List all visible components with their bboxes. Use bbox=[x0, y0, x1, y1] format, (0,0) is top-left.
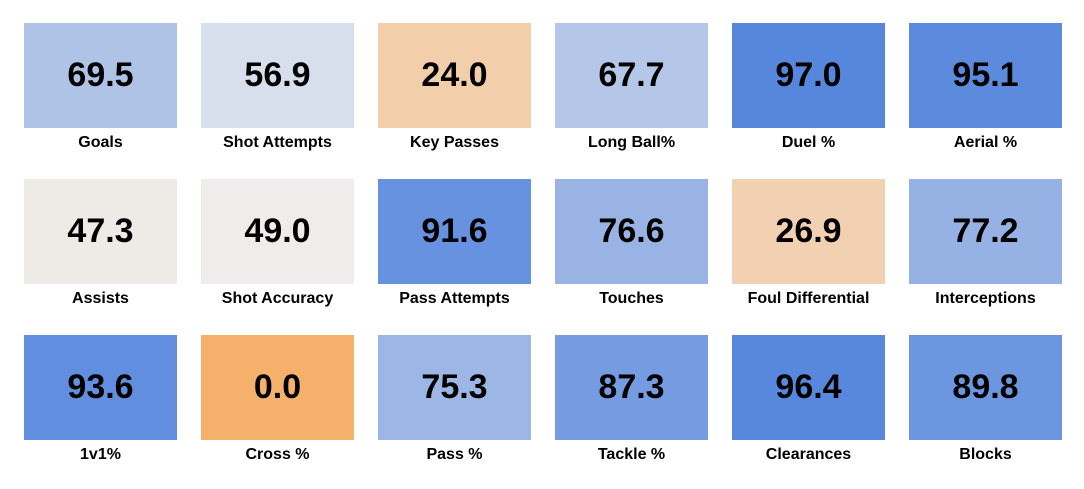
stat-tile-foul-differential: 26.9 Foul Differential bbox=[732, 179, 885, 308]
stat-tile-key-passes: 24.0 Key Passes bbox=[378, 23, 531, 152]
stat-tile-touches: 76.6 Touches bbox=[555, 179, 708, 308]
stat-label: Key Passes bbox=[410, 134, 499, 151]
stat-value: 67.7 bbox=[598, 56, 665, 94]
stat-tile-box: 56.9 bbox=[201, 23, 354, 128]
stat-tile-interceptions: 77.2 Interceptions bbox=[909, 179, 1062, 308]
stat-value: 97.0 bbox=[775, 56, 842, 94]
stat-value: 77.2 bbox=[952, 212, 1019, 250]
stat-value: 0.0 bbox=[253, 368, 302, 406]
stat-tile-tackle: 87.3 Tackle % bbox=[555, 335, 708, 464]
stat-tile-long-ball: 67.7 Long Ball% bbox=[555, 23, 708, 152]
stat-value: 89.8 bbox=[952, 368, 1019, 406]
stat-tile-duel: 97.0 Duel % bbox=[732, 23, 885, 152]
stat-tile-box: 47.3 bbox=[24, 179, 177, 284]
stat-value: 24.0 bbox=[421, 56, 488, 94]
stat-label: Assists bbox=[72, 290, 129, 307]
stat-value: 91.6 bbox=[421, 212, 488, 250]
stat-value: 95.1 bbox=[952, 56, 1019, 94]
stat-tile-box: 93.6 bbox=[24, 335, 177, 440]
stat-tile-cross: 0.0 Cross % bbox=[201, 335, 354, 464]
stat-tile-box: 91.6 bbox=[378, 179, 531, 284]
stat-label: Tackle % bbox=[597, 446, 666, 463]
stat-tile-clearances: 96.4 Clearances bbox=[732, 335, 885, 464]
stat-label: Goals bbox=[78, 134, 123, 151]
stat-tile-box: 24.0 bbox=[378, 23, 531, 128]
stat-tile-box: 97.0 bbox=[732, 23, 885, 128]
stat-label: Touches bbox=[599, 290, 664, 307]
stat-tile-box: 77.2 bbox=[909, 179, 1062, 284]
stat-tile-box: 89.8 bbox=[909, 335, 1062, 440]
stat-tile-goals: 69.5 Goals bbox=[24, 23, 177, 152]
stat-label: Interceptions bbox=[935, 290, 1036, 307]
stat-tile-box: 67.7 bbox=[555, 23, 708, 128]
stat-tile-box: 0.0 bbox=[201, 335, 354, 440]
stat-label: Aerial % bbox=[953, 134, 1018, 151]
stat-tile-blocks: 89.8 Blocks bbox=[909, 335, 1062, 464]
stat-value: 87.3 bbox=[598, 368, 665, 406]
stat-tile-pass: 75.3 Pass % bbox=[378, 335, 531, 464]
stat-value: 56.9 bbox=[244, 56, 311, 94]
stat-tile-assists: 47.3 Assists bbox=[24, 179, 177, 308]
stat-tile-box: 75.3 bbox=[378, 335, 531, 440]
stat-tile-shot-accuracy: 49.0 Shot Accuracy bbox=[201, 179, 354, 308]
stat-value: 96.4 bbox=[775, 368, 842, 406]
stat-value: 69.5 bbox=[67, 56, 134, 94]
stat-value: 47.3 bbox=[67, 212, 134, 250]
stat-label: Shot Attempts bbox=[223, 134, 332, 151]
stat-value: 93.6 bbox=[67, 368, 134, 406]
stat-tile-box: 96.4 bbox=[732, 335, 885, 440]
stat-value: 75.3 bbox=[421, 368, 488, 406]
stat-label: Shot Accuracy bbox=[221, 290, 334, 307]
stat-tile-box: 95.1 bbox=[909, 23, 1062, 128]
stat-tile-box: 26.9 bbox=[732, 179, 885, 284]
stat-label: Cross % bbox=[245, 446, 310, 463]
stat-tile-aerial: 95.1 Aerial % bbox=[909, 23, 1062, 152]
stat-value: 26.9 bbox=[775, 212, 842, 250]
stat-value: 76.6 bbox=[598, 212, 665, 250]
stat-tile-box: 69.5 bbox=[24, 23, 177, 128]
stat-label: Clearances bbox=[765, 446, 852, 463]
stat-label: Pass % bbox=[426, 446, 483, 463]
stat-tile-box: 87.3 bbox=[555, 335, 708, 440]
stat-label: Blocks bbox=[959, 446, 1012, 463]
stat-label: Pass Attempts bbox=[399, 290, 510, 307]
stat-label: Foul Differential bbox=[747, 290, 870, 307]
stat-value: 49.0 bbox=[244, 212, 311, 250]
stat-label: Duel % bbox=[781, 134, 836, 151]
stat-tile-shot-attempts: 56.9 Shot Attempts bbox=[201, 23, 354, 152]
stat-tile-box: 49.0 bbox=[201, 179, 354, 284]
stat-label: Long Ball% bbox=[587, 134, 676, 151]
stat-label: 1v1% bbox=[80, 446, 121, 463]
stat-tile-box: 76.6 bbox=[555, 179, 708, 284]
stat-tile-pass-attempts: 91.6 Pass Attempts bbox=[378, 179, 531, 308]
stat-tile-1v1: 93.6 1v1% bbox=[24, 335, 177, 464]
